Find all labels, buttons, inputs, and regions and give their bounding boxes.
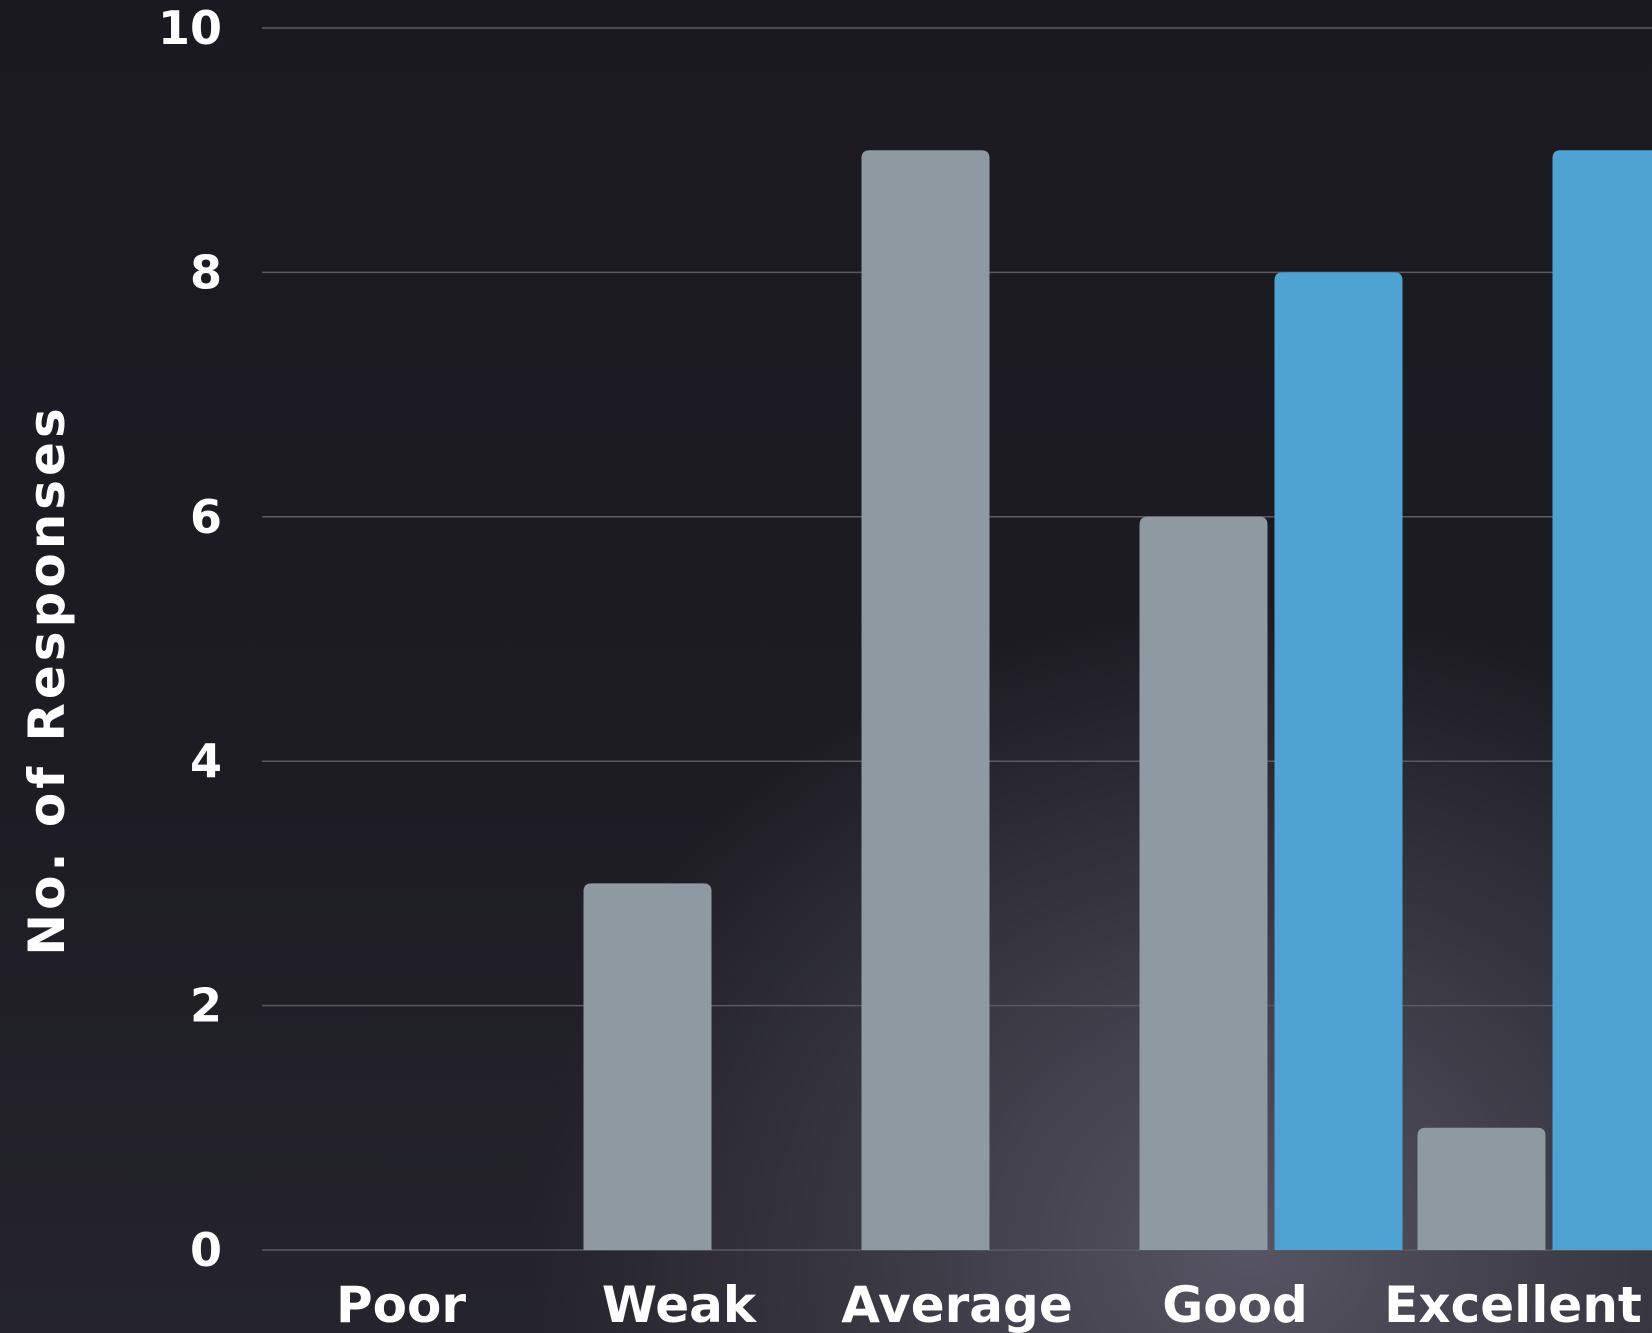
- x-category-label-average: Average: [841, 1276, 1073, 1333]
- bar-average-series-1: [861, 150, 990, 1251]
- x-category-label-excellent: Excellent: [1384, 1276, 1642, 1333]
- x-category-label-poor: Poor: [336, 1276, 466, 1333]
- y-tick-label-8: 8: [190, 245, 222, 299]
- y-tick-label-10: 10: [158, 1, 222, 55]
- bar-excellent-series-1: [1417, 1127, 1546, 1250]
- y-axis-label: No. of Responses: [18, 404, 76, 955]
- x-category-label-good: Good: [1162, 1276, 1308, 1333]
- x-category-label-weak: Weak: [602, 1276, 758, 1333]
- bar-good-series-2: [1274, 272, 1403, 1250]
- bar-weak-series-1: [583, 883, 712, 1250]
- bar-good-series-1: [1139, 516, 1268, 1250]
- y-tick-label-4: 4: [190, 734, 222, 788]
- y-tick-label-2: 2: [190, 979, 222, 1033]
- y-tick-labels: 0 2 4 6 8 10: [158, 1, 222, 1277]
- bar-excellent-series-2: [1552, 150, 1652, 1250]
- y-tick-label-6: 6: [190, 490, 222, 544]
- y-tick-label-0: 0: [190, 1223, 222, 1277]
- bars: [583, 150, 1652, 1251]
- x-category-labels: Poor Weak Average Good Excellent: [336, 1276, 1642, 1333]
